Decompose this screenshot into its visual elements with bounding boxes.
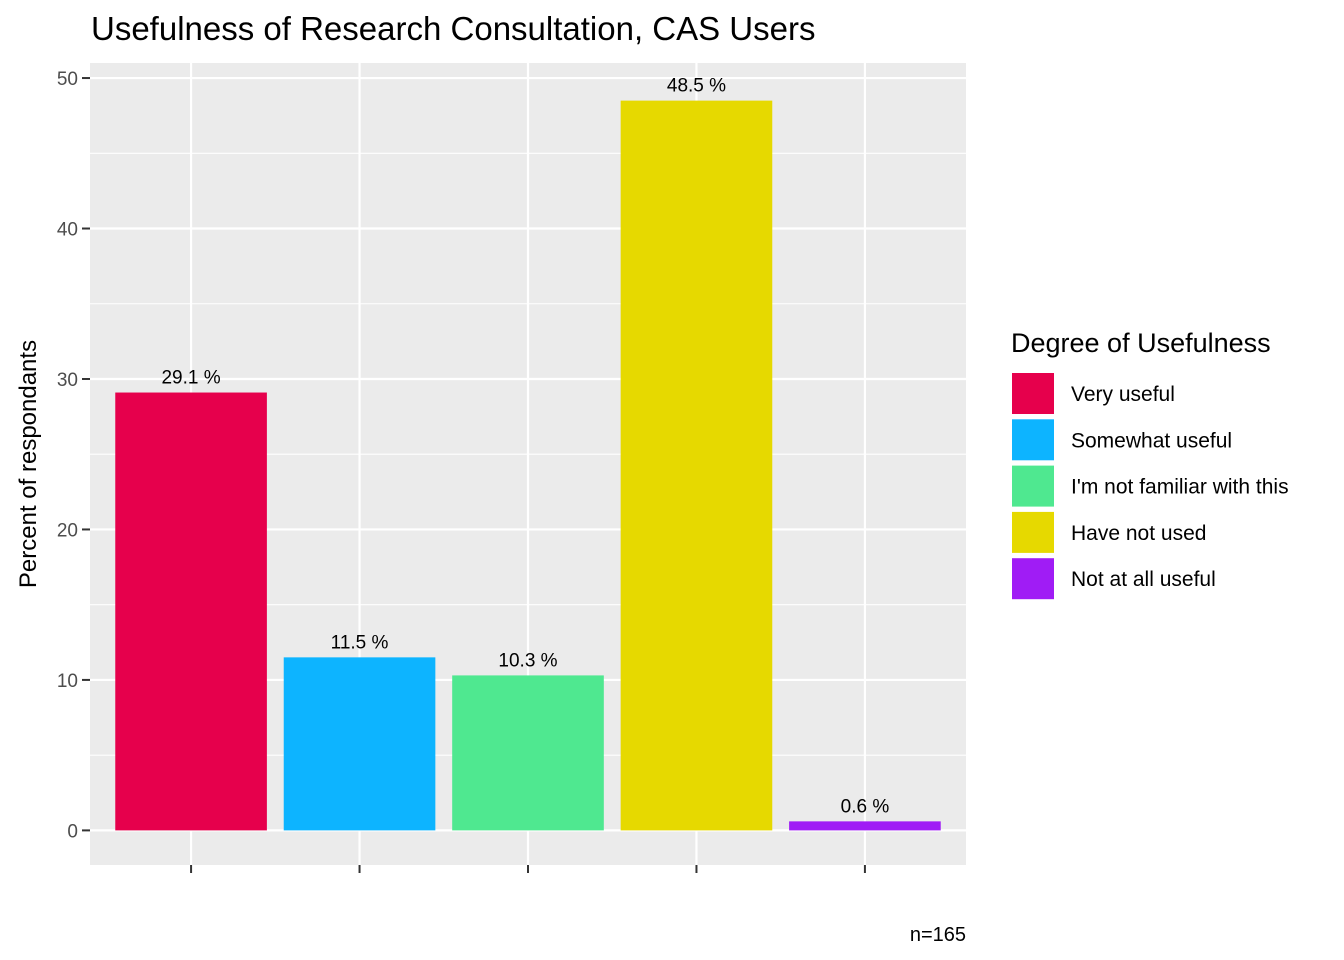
legend-label: Very useful: [1071, 383, 1175, 406]
legend-key: [1010, 509, 1056, 555]
legend-key: [1010, 556, 1056, 602]
data-labels: 29.1 % 11.5 % 10.3 % 48.5 % 0.6 %: [161, 76, 889, 818]
bars: [115, 100, 941, 831]
data-label: 48.5 %: [667, 76, 726, 97]
bar: [620, 100, 773, 831]
legend-key: [1010, 417, 1056, 463]
data-label: 10.3 %: [498, 650, 557, 671]
legend-key: [1010, 371, 1056, 416]
legend-title: Degree of Usefulness: [1011, 328, 1271, 358]
y-tick-label: 10: [57, 671, 78, 692]
y-tick-label: 0: [67, 821, 78, 842]
axes: 0 10 20 30 40 50: [57, 69, 866, 873]
caption: n=165: [910, 924, 966, 946]
legend-label: Not at all useful: [1071, 568, 1216, 591]
y-tick-label: 30: [57, 370, 78, 391]
bar: [283, 657, 436, 831]
legend-label: Somewhat useful: [1071, 429, 1232, 452]
y-tick-label: 40: [57, 220, 78, 241]
chart-title: Usefulness of Research Consultation, CAS…: [91, 10, 816, 47]
bar: [789, 821, 941, 831]
bar: [115, 392, 267, 831]
y-tick-label: 20: [57, 520, 78, 541]
data-label: 0.6 %: [841, 796, 890, 817]
bar: [452, 675, 604, 831]
data-label: 11.5 %: [331, 632, 389, 653]
legend-label: I'm not familiar with this: [1071, 476, 1289, 499]
legend-label: Have not used: [1071, 522, 1206, 545]
y-axis-title: Percent of respondants: [15, 340, 42, 588]
legend: Degree of Usefulness Very useful Somewhat…: [1010, 328, 1289, 602]
data-label: 29.1 %: [161, 368, 220, 389]
y-tick-label: 50: [57, 69, 78, 90]
legend-key: [1010, 463, 1056, 509]
